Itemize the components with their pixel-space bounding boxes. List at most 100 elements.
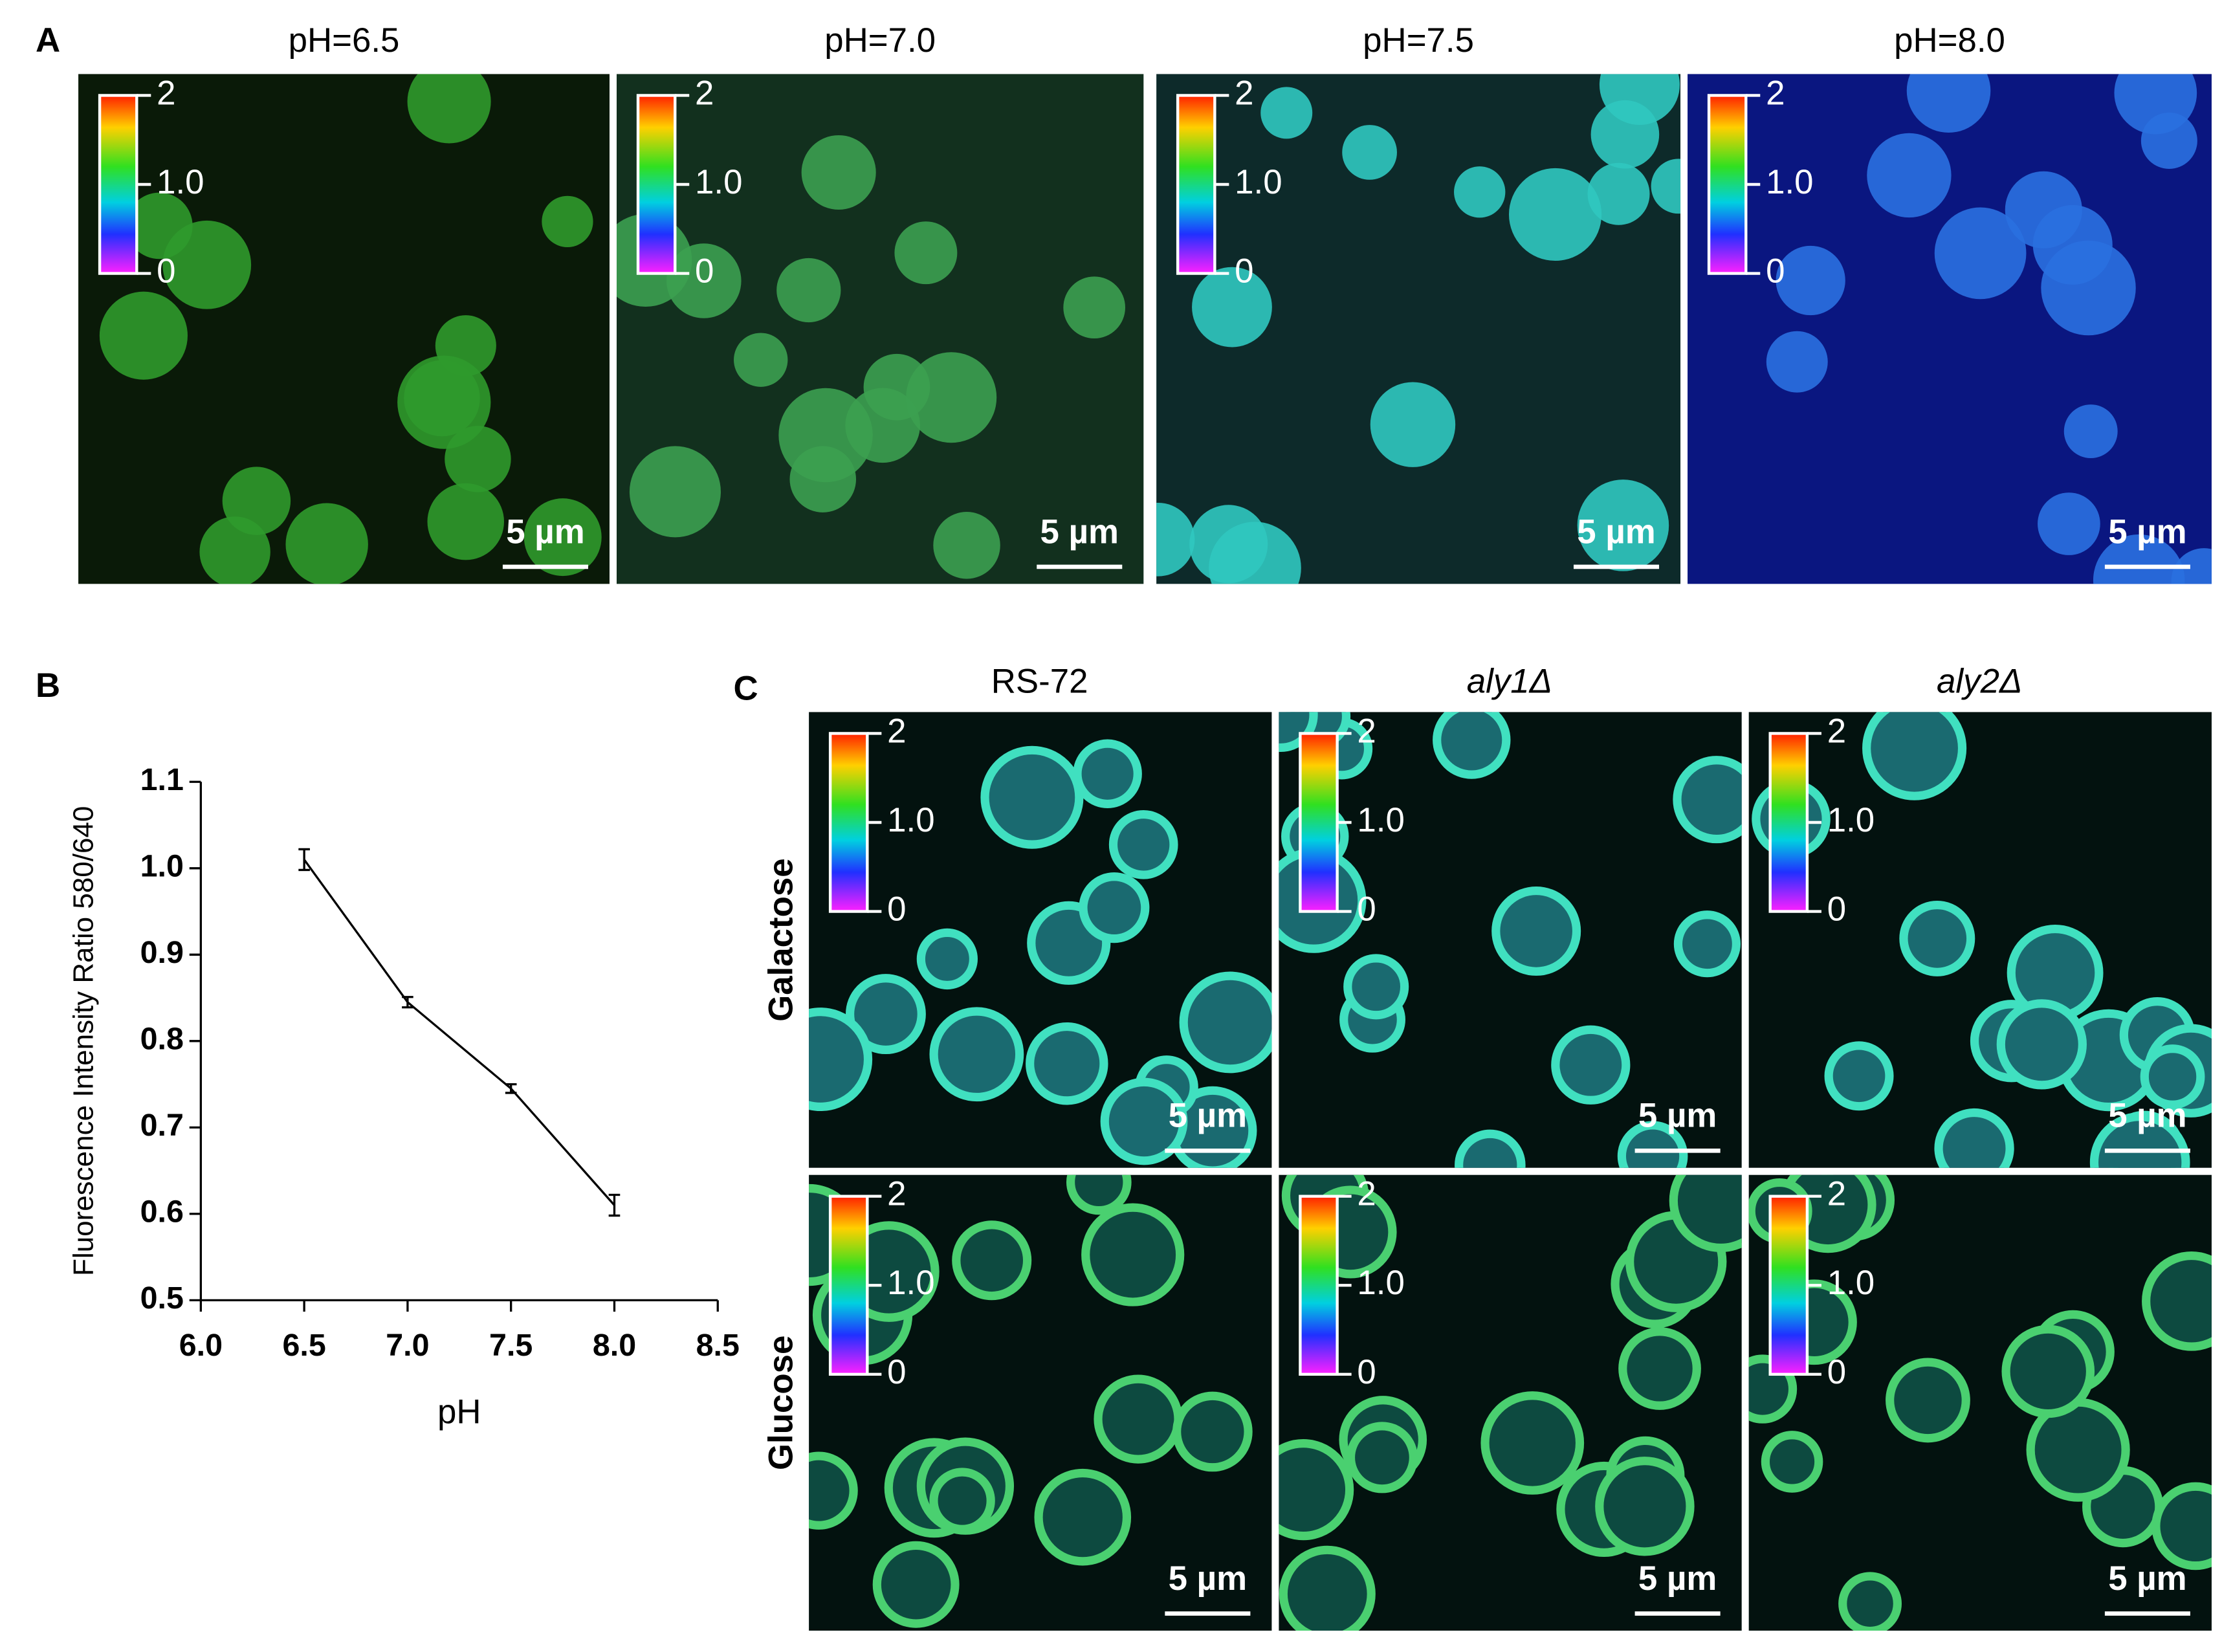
cell bbox=[1066, 1174, 1132, 1215]
column-title: aly2Δ bbox=[1937, 662, 2022, 700]
cell bbox=[1108, 809, 1178, 879]
cell bbox=[1342, 125, 1397, 180]
cell bbox=[1867, 133, 1952, 218]
cell bbox=[1934, 207, 2027, 300]
colorbar-label: 2 bbox=[1357, 1175, 1376, 1213]
row-title: Glucose bbox=[762, 1336, 800, 1470]
cell bbox=[2032, 204, 2113, 285]
y-tick-label: 1.1 bbox=[140, 762, 184, 797]
image-title: pH=6.5 bbox=[289, 21, 400, 60]
colorbar bbox=[98, 94, 138, 275]
cell bbox=[1673, 910, 1741, 978]
cell bbox=[1455, 1129, 1526, 1168]
cell bbox=[2063, 404, 2118, 458]
cell bbox=[1595, 1457, 1695, 1556]
cell bbox=[2089, 1112, 2190, 1168]
scale-bar-label: 5 µm bbox=[2108, 1559, 2186, 1598]
cell bbox=[1026, 1022, 1108, 1105]
colorbar-label: 0 bbox=[695, 252, 714, 291]
cells bbox=[1766, 74, 2212, 584]
colorbar-label: 2 bbox=[887, 712, 906, 750]
colorbar-label: 0 bbox=[1357, 1353, 1376, 1391]
scale-bar-label: 5 µm bbox=[2108, 512, 2186, 551]
data-line bbox=[303, 859, 615, 1206]
micrograph: 2 1.0 0 5 µm bbox=[1688, 74, 2212, 584]
x-tick-label: 7.0 bbox=[386, 1328, 429, 1363]
colorbar bbox=[1768, 1195, 1809, 1376]
cell bbox=[894, 221, 958, 285]
scale-bar-label: 5 µm bbox=[1169, 1559, 1247, 1598]
cell bbox=[734, 333, 788, 387]
y-tick-label: 0.6 bbox=[140, 1195, 184, 1229]
scale-bar-label: 5 µm bbox=[1169, 1097, 1247, 1135]
cell bbox=[1838, 1572, 1902, 1631]
cell bbox=[1279, 712, 1318, 753]
cell bbox=[933, 512, 1000, 579]
colorbar bbox=[1707, 94, 1748, 275]
cell bbox=[1172, 1391, 1253, 1472]
cell bbox=[1346, 1422, 1418, 1493]
colorbar-label: 2 bbox=[1357, 712, 1376, 750]
cell bbox=[1862, 712, 1967, 800]
colorbar-label: 1.0 bbox=[887, 1264, 934, 1302]
cell bbox=[776, 258, 841, 323]
colorbar-label: 0 bbox=[887, 890, 906, 929]
scale-bar-label: 5 µm bbox=[506, 512, 584, 551]
colorbar-label: 1.0 bbox=[1357, 801, 1404, 839]
y-axis-label: Fluorescence Intensity Ratio 580/640 bbox=[68, 806, 100, 1276]
colorbar-label: 2 bbox=[1766, 74, 1785, 112]
scale-bar-label: 5 µm bbox=[2108, 1097, 2186, 1135]
colorbar-label: 1.0 bbox=[1357, 1264, 1404, 1302]
x-tick-label: 8.5 bbox=[696, 1328, 740, 1363]
cell bbox=[1766, 331, 1828, 393]
colorbar-label: 1.0 bbox=[1766, 163, 1813, 201]
colorbar bbox=[1299, 732, 1339, 913]
cell bbox=[1034, 1468, 1132, 1566]
cell bbox=[809, 1451, 858, 1530]
colorbar-label: 1.0 bbox=[157, 163, 204, 201]
x-tick-label: 6.5 bbox=[282, 1328, 325, 1363]
colorbar-label: 0 bbox=[1766, 252, 1785, 291]
cell bbox=[1073, 739, 1142, 809]
micrograph: 2 1.0 0 5 µm bbox=[1748, 712, 2212, 1168]
micrograph: 2 1.0 0 5 µm bbox=[1156, 74, 1681, 584]
cell bbox=[1260, 87, 1313, 139]
colorbar-label: 1.0 bbox=[1827, 1264, 1875, 1302]
colorbar-label: 2 bbox=[157, 74, 175, 112]
cell bbox=[952, 1220, 1032, 1301]
y-tick-label: 1.0 bbox=[140, 849, 184, 884]
cell bbox=[2114, 74, 2197, 135]
cell bbox=[1577, 479, 1669, 571]
cell bbox=[1599, 74, 1680, 126]
colorbar-label: 2 bbox=[887, 1175, 906, 1213]
colorbar bbox=[828, 732, 869, 913]
colorbar-label: 0 bbox=[1827, 1353, 1846, 1391]
image-title: pH=8.0 bbox=[1894, 21, 2005, 60]
y-tick-label: 0.9 bbox=[140, 935, 184, 970]
error-bar bbox=[298, 848, 310, 872]
cell bbox=[1669, 1174, 1742, 1253]
cells bbox=[809, 739, 1272, 1168]
cell bbox=[1063, 276, 1126, 339]
cell bbox=[542, 195, 593, 247]
colorbar-label: 0 bbox=[1357, 890, 1376, 929]
colorbar-label: 1.0 bbox=[1235, 163, 1282, 201]
cell bbox=[666, 243, 742, 318]
x-axis-label: pH bbox=[437, 1393, 481, 1431]
scale-bar-label: 5 µm bbox=[1638, 1559, 1717, 1598]
cell bbox=[1934, 1108, 2014, 1168]
y-tick-label: 0.5 bbox=[140, 1281, 184, 1316]
error-bar bbox=[505, 1083, 517, 1094]
colorbar-label: 0 bbox=[1827, 890, 1846, 929]
cell bbox=[1454, 166, 1506, 218]
cell bbox=[929, 1468, 995, 1534]
colorbar-label: 0 bbox=[887, 1353, 906, 1391]
cell bbox=[1673, 756, 1742, 844]
image-title: pH=7.5 bbox=[1363, 21, 1474, 60]
cell bbox=[2038, 492, 2100, 555]
cell bbox=[126, 192, 193, 259]
micrograph: 2 1.0 0 5 µm bbox=[809, 712, 1272, 1168]
cell bbox=[1618, 1327, 1701, 1410]
colorbar-label: 2 bbox=[1827, 712, 1846, 750]
